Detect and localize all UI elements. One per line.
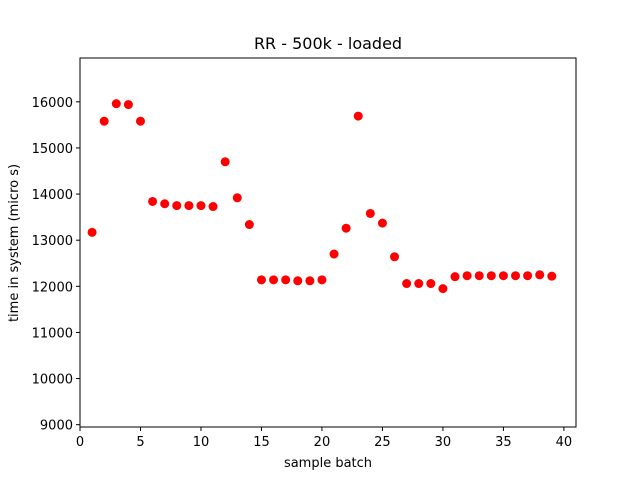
- data-point: [353, 111, 363, 121]
- y-tick-label: 10000: [32, 373, 73, 388]
- y-tick-label: 11000: [32, 326, 73, 341]
- data-point: [196, 201, 206, 211]
- data-point: [402, 279, 412, 289]
- y-tick-label: 9000: [40, 419, 73, 434]
- data-points: [87, 99, 557, 294]
- data-point: [547, 271, 557, 281]
- data-point: [281, 275, 291, 285]
- x-tick-label: 35: [495, 435, 512, 450]
- x-axis-ticks: 0 5 10 15 20 25 30 35 40: [76, 427, 572, 450]
- data-point: [450, 272, 460, 282]
- y-axis-ticks: 9000 10000 11000 12000 13000 14000 15000 16000: [32, 96, 80, 434]
- x-tick-label: 15: [253, 435, 270, 450]
- data-point: [208, 202, 218, 212]
- y-tick-label: 14000: [32, 188, 73, 203]
- data-point: [123, 100, 133, 110]
- data-point: [462, 271, 472, 281]
- y-axis-label: time in system (micro s): [7, 164, 22, 322]
- x-tick-label: 5: [136, 435, 144, 450]
- data-point: [317, 275, 327, 285]
- chart-title: RR - 500k - loaded: [254, 34, 402, 53]
- y-tick-label: 16000: [32, 96, 73, 111]
- data-point: [244, 220, 254, 230]
- data-point: [293, 276, 303, 286]
- data-point: [329, 249, 339, 259]
- data-point: [184, 201, 194, 211]
- data-point: [414, 279, 424, 289]
- data-point: [305, 276, 315, 286]
- data-point: [390, 252, 400, 262]
- data-point: [523, 271, 533, 281]
- x-tick-label: 25: [374, 435, 391, 450]
- data-point: [438, 284, 448, 294]
- data-point: [111, 99, 121, 109]
- data-point: [256, 275, 266, 285]
- data-point: [148, 196, 158, 206]
- plot-frame: [79, 57, 577, 428]
- data-point: [426, 279, 436, 289]
- data-point: [535, 270, 545, 280]
- y-tick-label: 12000: [32, 280, 73, 295]
- data-point: [220, 157, 230, 167]
- data-point: [99, 116, 109, 126]
- data-point: [341, 223, 351, 233]
- x-tick-label: 10: [193, 435, 210, 450]
- data-point: [172, 201, 182, 211]
- data-point: [511, 271, 521, 281]
- data-point: [135, 116, 145, 126]
- data-point: [87, 227, 97, 237]
- data-point: [160, 199, 170, 209]
- x-axis-label: sample batch: [284, 456, 372, 471]
- x-tick-label: 0: [76, 435, 84, 450]
- x-tick-label: 30: [435, 435, 452, 450]
- data-point: [474, 271, 484, 281]
- x-tick-label: 20: [314, 435, 331, 450]
- data-point: [232, 193, 242, 203]
- data-point: [365, 208, 375, 218]
- data-point: [269, 275, 279, 285]
- data-point: [486, 271, 496, 281]
- y-tick-label: 15000: [32, 142, 73, 157]
- data-point: [498, 271, 508, 281]
- y-tick-label: 13000: [32, 234, 73, 249]
- data-point: [377, 218, 387, 228]
- x-tick-label: 40: [556, 435, 573, 450]
